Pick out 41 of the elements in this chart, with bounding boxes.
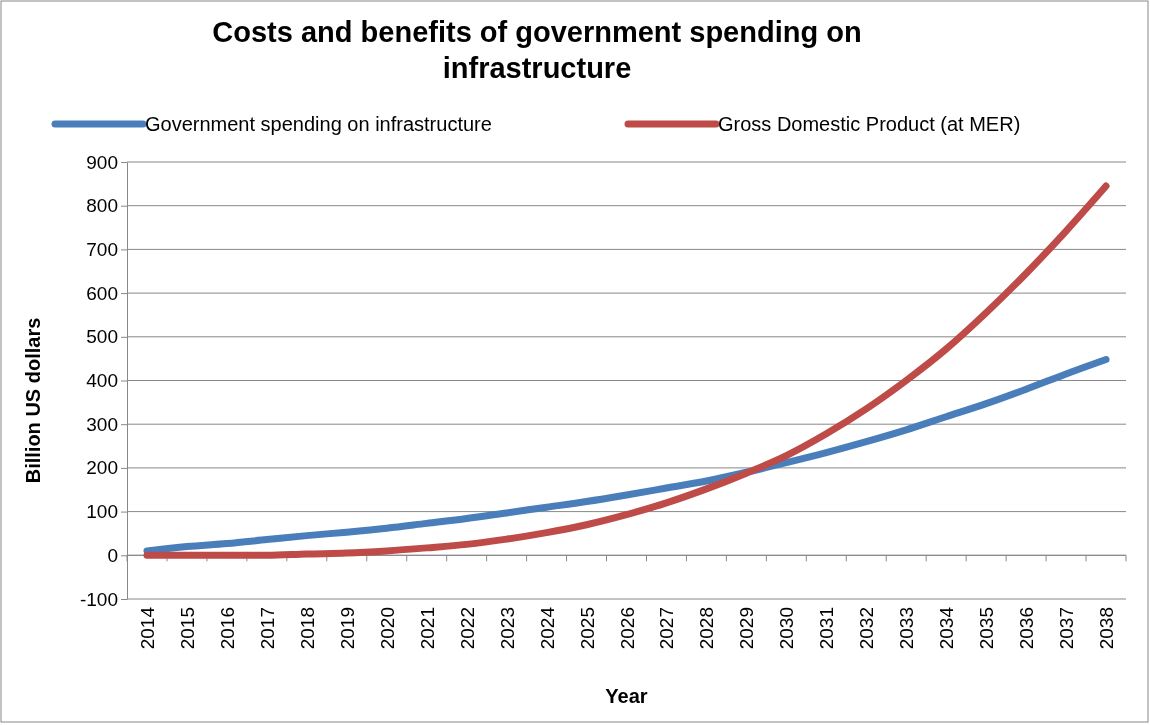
legend-label: Government spending on infrastructure (145, 113, 492, 135)
x-tick-label: 2025 (576, 607, 598, 650)
x-tick-label: 2034 (936, 606, 958, 650)
x-tick-label: 2016 (216, 607, 238, 650)
y-tick-label: 800 (86, 195, 118, 217)
x-tick-label: 2031 (816, 607, 838, 650)
chart-title: Costs and benefits of government spending on infrastructure (212, 16, 862, 84)
x-tick-label: 2036 (1016, 607, 1038, 650)
y-axis-title: Billion US dollars (22, 317, 44, 484)
x-tick-label: 2015 (176, 607, 198, 650)
y-tick-label: 300 (86, 413, 118, 435)
x-tick-label: 2035 (976, 607, 998, 650)
y-tick-label: 600 (86, 282, 118, 304)
x-tick-label: 2014 (136, 606, 158, 650)
x-tick-label: 2023 (496, 607, 518, 650)
x-axis-title: Year (605, 685, 648, 707)
y-tick-label: 700 (86, 238, 118, 260)
x-tick-label: 2018 (296, 607, 318, 650)
x-tick-label: 2019 (336, 607, 358, 650)
x-tick-label: 2024 (536, 606, 558, 650)
x-tick-label: 2030 (776, 607, 798, 650)
y-tick-label: 400 (86, 370, 118, 392)
y-tick-label: 0 (107, 544, 118, 566)
x-tick-label: 2037 (1056, 607, 1078, 650)
x-tick-label: 2029 (736, 607, 758, 650)
x-tick-label: 2021 (416, 607, 438, 650)
x-tick-label: 2028 (696, 607, 718, 650)
x-tick-label: 2027 (656, 607, 678, 650)
x-tick-label: 2032 (856, 607, 878, 650)
legend-label: Gross Domestic Product (at MER) (718, 113, 1021, 135)
x-tick-label: 2026 (616, 607, 638, 650)
y-tick-label: 900 (86, 151, 118, 173)
y-tick-label: 200 (86, 457, 118, 479)
x-tick-label: 2038 (1096, 607, 1118, 650)
x-tick-label: 2033 (896, 607, 918, 650)
y-tick-label: -100 (79, 588, 118, 610)
x-tick-label: 2017 (256, 607, 278, 650)
x-tick-label: 2022 (456, 607, 478, 650)
x-tick-label: 2020 (376, 607, 398, 650)
y-tick-label: 100 (86, 501, 118, 523)
y-tick-label: 500 (86, 326, 118, 348)
